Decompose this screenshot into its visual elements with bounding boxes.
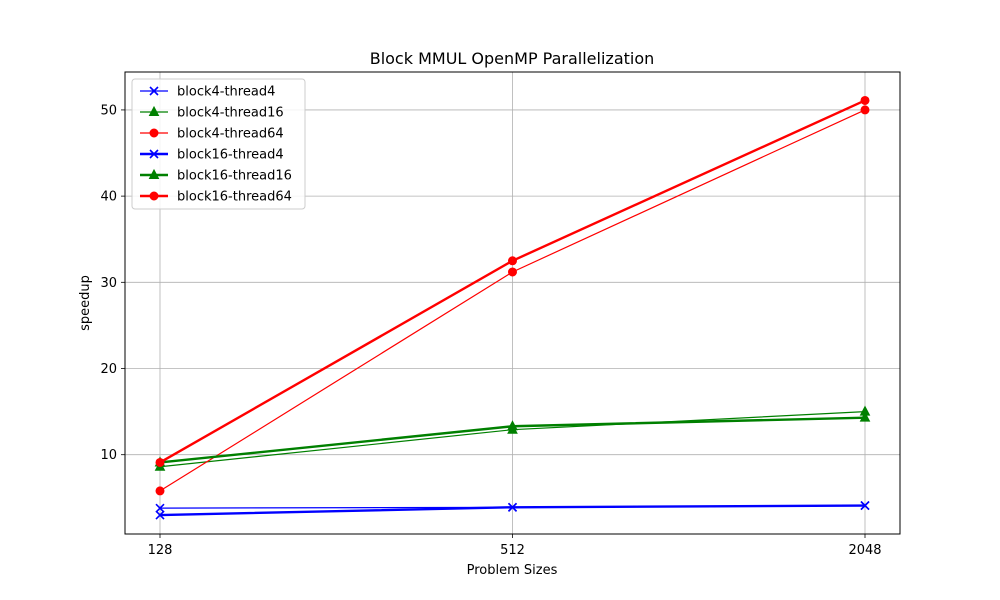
series-block16-thread64 — [155, 95, 870, 467]
series-block16-thread4 — [155, 500, 870, 520]
x-tick-label: 2048 — [848, 543, 881, 558]
y-tick-label: 10 — [100, 448, 117, 463]
legend-item: block16-thread16 — [140, 169, 292, 184]
y-tick-label: 20 — [100, 362, 117, 377]
x-tick-label: 128 — [148, 543, 173, 558]
legend-label: block4-thread16 — [177, 106, 284, 121]
x-axis: 128 512 2048 — [148, 534, 882, 558]
x-tick-label: 512 — [500, 543, 525, 558]
legend-label: block4-thread64 — [177, 127, 284, 142]
legend-item: block4-thread16 — [140, 106, 284, 121]
legend-item: block4-thread64 — [140, 127, 284, 142]
y-axis: 10 20 30 40 50 — [100, 103, 125, 463]
series-block4-thread64 — [155, 105, 870, 496]
legend-label: block16-thread64 — [177, 190, 292, 205]
data-point — [155, 510, 165, 520]
x-axis-label: Problem Sizes — [467, 563, 558, 578]
chart-title: Block MMUL OpenMP Parallelization — [370, 49, 655, 68]
data-point — [860, 95, 870, 105]
legend-marker — [148, 105, 160, 116]
legend-marker — [148, 168, 160, 179]
data-point — [508, 256, 517, 266]
legend-marker — [149, 128, 159, 138]
data-point — [507, 502, 518, 512]
legend-frame — [131, 78, 306, 210]
legend-item: block4-thread4 — [140, 85, 275, 100]
legend-marker — [149, 149, 159, 159]
y-axis-label: speedup — [78, 275, 93, 331]
legend: block4-thread4 block4-thread16 block4-thre… — [131, 78, 306, 210]
data-point — [860, 500, 870, 511]
data-point — [508, 267, 517, 277]
legend-marker — [149, 86, 159, 96]
data-point — [155, 503, 165, 513]
legend-item: block16-thread4 — [140, 148, 284, 163]
legend-label: block4-thread4 — [177, 85, 275, 100]
data-point — [860, 105, 870, 115]
y-tick-label: 40 — [100, 190, 117, 205]
data-point — [155, 457, 165, 467]
data-point — [155, 486, 165, 496]
data-point — [859, 411, 871, 422]
legend-label: block16-thread4 — [177, 148, 284, 163]
series-lines — [154, 95, 871, 520]
legend-label: block16-thread16 — [177, 169, 292, 184]
data-point — [507, 420, 518, 431]
legend-marker — [149, 191, 159, 201]
legend-item: block16-thread64 — [140, 190, 292, 205]
y-tick-label: 50 — [100, 103, 117, 118]
y-tick-label: 30 — [100, 276, 117, 291]
